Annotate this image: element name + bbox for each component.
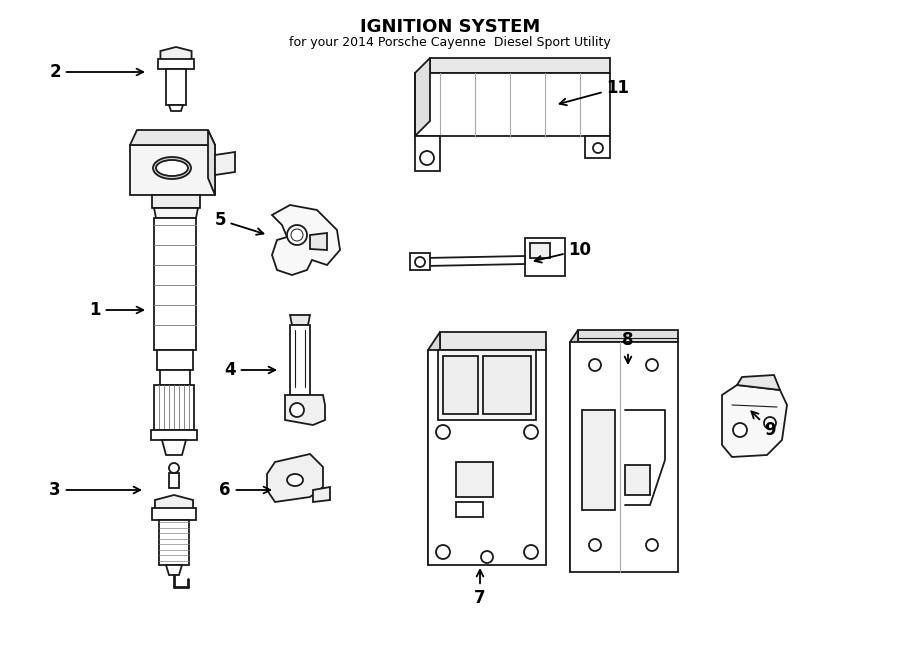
Text: 4: 4 (224, 361, 275, 379)
Polygon shape (585, 136, 610, 158)
Polygon shape (578, 330, 678, 342)
Polygon shape (456, 462, 493, 497)
Polygon shape (151, 430, 197, 440)
Polygon shape (570, 342, 678, 572)
Polygon shape (267, 454, 323, 502)
Polygon shape (162, 440, 186, 455)
Circle shape (436, 545, 450, 559)
Polygon shape (440, 332, 546, 350)
Polygon shape (160, 370, 190, 385)
Polygon shape (169, 105, 183, 111)
Polygon shape (425, 256, 525, 266)
Polygon shape (530, 243, 550, 258)
Polygon shape (625, 465, 650, 495)
Polygon shape (166, 565, 182, 575)
Text: for your 2014 Porsche Cayenne  Diesel Sport Utility: for your 2014 Porsche Cayenne Diesel Spo… (289, 36, 611, 49)
Polygon shape (157, 350, 193, 370)
Polygon shape (152, 508, 196, 520)
Polygon shape (155, 495, 194, 515)
Text: 9: 9 (752, 411, 776, 439)
Text: 2: 2 (50, 63, 143, 81)
Circle shape (764, 417, 776, 429)
Polygon shape (483, 356, 531, 414)
Circle shape (593, 143, 603, 153)
Text: 1: 1 (89, 301, 143, 319)
Polygon shape (313, 487, 330, 502)
Polygon shape (415, 136, 440, 171)
Circle shape (290, 403, 304, 417)
Circle shape (420, 151, 434, 165)
Polygon shape (428, 332, 440, 565)
Polygon shape (154, 218, 196, 350)
Ellipse shape (287, 474, 303, 486)
Circle shape (589, 539, 601, 551)
Polygon shape (169, 473, 179, 488)
Polygon shape (158, 59, 194, 69)
Polygon shape (737, 375, 780, 390)
Text: 11: 11 (560, 79, 629, 105)
Polygon shape (428, 350, 546, 565)
Text: 6: 6 (220, 481, 270, 499)
Polygon shape (215, 152, 235, 175)
Polygon shape (722, 385, 787, 457)
Polygon shape (415, 58, 430, 136)
Ellipse shape (156, 160, 188, 176)
Polygon shape (456, 502, 483, 517)
Polygon shape (443, 356, 478, 414)
Circle shape (415, 257, 425, 267)
Circle shape (524, 545, 538, 559)
Text: IGNITION SYSTEM: IGNITION SYSTEM (360, 18, 540, 36)
Polygon shape (570, 330, 578, 572)
Polygon shape (152, 195, 200, 208)
Polygon shape (438, 350, 536, 420)
Text: 5: 5 (214, 211, 264, 235)
Polygon shape (290, 315, 310, 325)
Circle shape (524, 425, 538, 439)
Polygon shape (166, 69, 186, 105)
Polygon shape (430, 58, 610, 73)
Polygon shape (130, 145, 215, 195)
Circle shape (169, 463, 179, 473)
Circle shape (481, 551, 493, 563)
Text: 3: 3 (50, 481, 140, 499)
Ellipse shape (153, 157, 191, 179)
Polygon shape (415, 73, 610, 136)
Circle shape (646, 539, 658, 551)
Polygon shape (208, 130, 215, 195)
Polygon shape (285, 395, 325, 425)
Polygon shape (310, 233, 327, 250)
Polygon shape (582, 410, 615, 510)
Polygon shape (159, 520, 189, 565)
Polygon shape (160, 47, 192, 63)
Circle shape (436, 425, 450, 439)
Polygon shape (272, 205, 340, 275)
Text: 10: 10 (535, 241, 591, 262)
Text: 7: 7 (474, 570, 486, 607)
Circle shape (589, 359, 601, 371)
Polygon shape (154, 208, 198, 218)
Polygon shape (525, 238, 565, 276)
Circle shape (287, 225, 307, 245)
Circle shape (646, 359, 658, 371)
Text: 8: 8 (622, 331, 634, 363)
Polygon shape (154, 385, 194, 430)
Circle shape (291, 229, 303, 241)
Polygon shape (410, 253, 430, 270)
Circle shape (733, 423, 747, 437)
Polygon shape (290, 325, 310, 395)
Polygon shape (130, 130, 215, 145)
